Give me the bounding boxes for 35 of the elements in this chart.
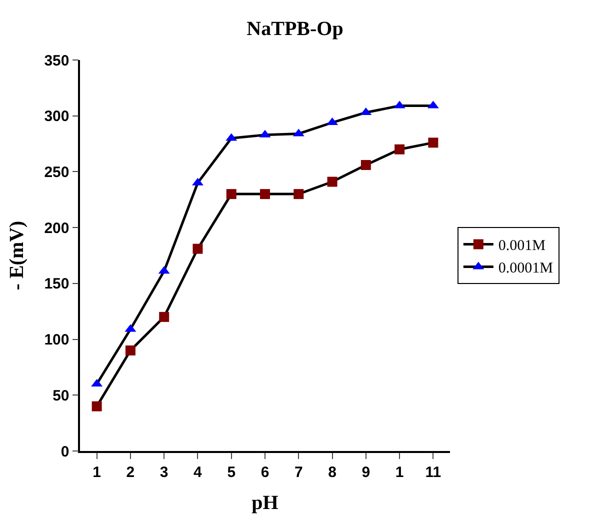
x-tick-label: 4 xyxy=(194,464,203,481)
point xyxy=(192,244,203,254)
y-tick-label: 150 xyxy=(44,276,70,293)
point xyxy=(226,189,236,200)
point xyxy=(294,189,304,200)
x-tick-label: 6 xyxy=(260,464,270,481)
x-tick-label: 2 xyxy=(126,464,135,481)
x-tick-label: 3 xyxy=(160,464,168,481)
x-tick-label: 11 xyxy=(425,464,442,481)
y-tick-label: 250 xyxy=(44,164,70,181)
legend-label: 0.0001M xyxy=(498,260,553,277)
point xyxy=(360,160,371,170)
chart-title: NaTPB-Op xyxy=(246,18,344,40)
y-tick-label: 50 xyxy=(52,387,70,404)
y-tick-label: 350 xyxy=(44,52,70,70)
x-tick-label: 8 xyxy=(328,464,336,481)
point xyxy=(125,345,136,356)
x-tick-label: 5 xyxy=(227,464,236,481)
point xyxy=(394,144,405,154)
point xyxy=(92,401,102,412)
y-tick-label: 100 xyxy=(44,332,70,349)
point xyxy=(159,312,170,322)
x-tick-label: 7 xyxy=(294,464,303,481)
y-tick-label: 300 xyxy=(44,108,70,126)
y-tick-label: 200 xyxy=(44,220,70,237)
point xyxy=(428,138,438,148)
x-axis-title: pH xyxy=(252,492,279,514)
x-tick-label: 9 xyxy=(362,464,370,481)
x-tick-label: 1 xyxy=(92,464,101,481)
legend-label: 0.001M xyxy=(498,238,546,254)
point xyxy=(327,176,338,187)
y-axis-title: - E(mV) xyxy=(6,220,28,290)
y-tick-label: 0 xyxy=(60,443,70,460)
point xyxy=(260,189,270,200)
x-tick-label: 1 xyxy=(395,464,404,481)
